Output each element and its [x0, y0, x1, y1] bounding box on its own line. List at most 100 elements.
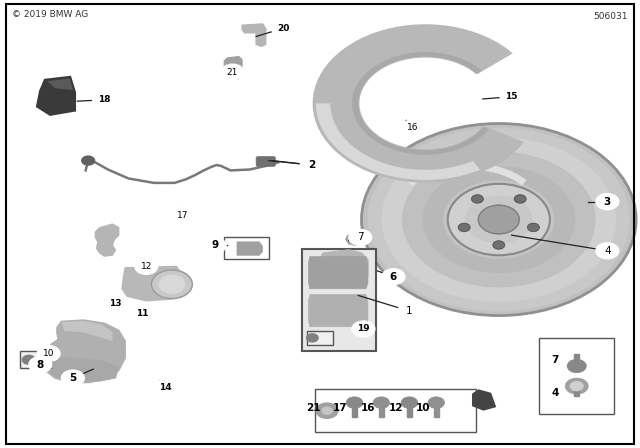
Polygon shape — [36, 76, 76, 116]
Circle shape — [172, 207, 194, 223]
Text: 6: 6 — [390, 271, 397, 282]
Circle shape — [500, 89, 523, 105]
Circle shape — [316, 403, 338, 418]
Circle shape — [37, 345, 60, 362]
Polygon shape — [42, 320, 125, 383]
Circle shape — [300, 157, 323, 173]
Polygon shape — [314, 25, 522, 181]
Polygon shape — [346, 233, 364, 246]
Circle shape — [221, 64, 244, 80]
Text: © 2019 BMW AG: © 2019 BMW AG — [12, 9, 88, 19]
Circle shape — [29, 357, 52, 373]
Text: 17: 17 — [333, 403, 347, 413]
Circle shape — [135, 258, 158, 275]
Polygon shape — [95, 224, 119, 256]
FancyBboxPatch shape — [256, 156, 275, 166]
Circle shape — [428, 397, 445, 409]
Circle shape — [82, 156, 95, 165]
Text: 11: 11 — [136, 309, 148, 318]
Circle shape — [596, 194, 619, 210]
Bar — [224, 237, 269, 259]
Text: 10: 10 — [416, 403, 431, 413]
Text: 8: 8 — [36, 360, 44, 370]
Text: 17: 17 — [177, 211, 188, 220]
Circle shape — [61, 370, 84, 386]
Polygon shape — [242, 24, 266, 46]
Text: 7: 7 — [551, 355, 559, 365]
Circle shape — [352, 321, 375, 337]
Text: 2: 2 — [308, 160, 316, 170]
Bar — [20, 351, 51, 368]
Text: 15: 15 — [506, 92, 518, 101]
Circle shape — [403, 152, 595, 287]
Text: 3: 3 — [604, 197, 611, 207]
Circle shape — [472, 195, 483, 203]
Polygon shape — [237, 242, 262, 255]
Polygon shape — [61, 321, 113, 341]
Circle shape — [22, 355, 35, 364]
Text: 12: 12 — [388, 403, 403, 413]
Text: 10: 10 — [43, 349, 54, 358]
Polygon shape — [47, 78, 73, 90]
Text: 7: 7 — [357, 233, 364, 242]
Bar — [302, 249, 376, 351]
Bar — [315, 389, 476, 432]
Text: 16: 16 — [361, 403, 375, 413]
Text: 21: 21 — [306, 403, 320, 413]
Text: 21: 21 — [227, 68, 238, 77]
Circle shape — [154, 379, 177, 395]
Circle shape — [382, 269, 405, 285]
Circle shape — [401, 397, 418, 409]
Circle shape — [565, 378, 588, 394]
Polygon shape — [224, 56, 242, 71]
Polygon shape — [49, 358, 119, 381]
Circle shape — [104, 296, 127, 311]
Bar — [539, 338, 614, 414]
Polygon shape — [344, 306, 368, 323]
Circle shape — [307, 334, 318, 342]
Circle shape — [398, 303, 421, 319]
Circle shape — [466, 196, 532, 243]
Polygon shape — [352, 52, 489, 155]
Bar — [574, 353, 579, 367]
Circle shape — [271, 20, 294, 36]
Circle shape — [369, 128, 629, 311]
Circle shape — [478, 205, 519, 234]
Bar — [379, 403, 384, 417]
Text: 20: 20 — [276, 24, 289, 33]
Text: 16: 16 — [407, 124, 419, 133]
Text: 4: 4 — [604, 246, 611, 256]
Circle shape — [458, 224, 470, 232]
Circle shape — [493, 241, 504, 249]
Bar — [407, 403, 412, 417]
Polygon shape — [472, 389, 496, 411]
Bar — [352, 403, 357, 417]
Text: 9: 9 — [211, 241, 218, 250]
Circle shape — [152, 270, 192, 298]
Circle shape — [382, 138, 616, 301]
Bar — [307, 331, 333, 345]
Polygon shape — [316, 103, 480, 180]
Circle shape — [373, 397, 390, 409]
Text: 18: 18 — [98, 95, 110, 104]
Polygon shape — [319, 250, 368, 284]
Circle shape — [346, 397, 363, 409]
Circle shape — [322, 407, 332, 414]
Text: 1: 1 — [406, 306, 413, 316]
Circle shape — [349, 229, 372, 246]
Circle shape — [448, 184, 550, 255]
Circle shape — [515, 195, 526, 203]
Text: 4: 4 — [551, 388, 559, 398]
Bar — [574, 386, 579, 396]
Text: 5: 5 — [69, 373, 77, 383]
Circle shape — [159, 276, 184, 293]
Text: 12: 12 — [141, 262, 152, 271]
Polygon shape — [308, 257, 368, 289]
Circle shape — [362, 124, 636, 315]
Bar — [434, 403, 439, 417]
Text: 14: 14 — [159, 383, 172, 392]
Polygon shape — [308, 295, 368, 327]
Text: 19: 19 — [357, 324, 370, 333]
Circle shape — [131, 305, 154, 321]
Circle shape — [203, 237, 226, 254]
